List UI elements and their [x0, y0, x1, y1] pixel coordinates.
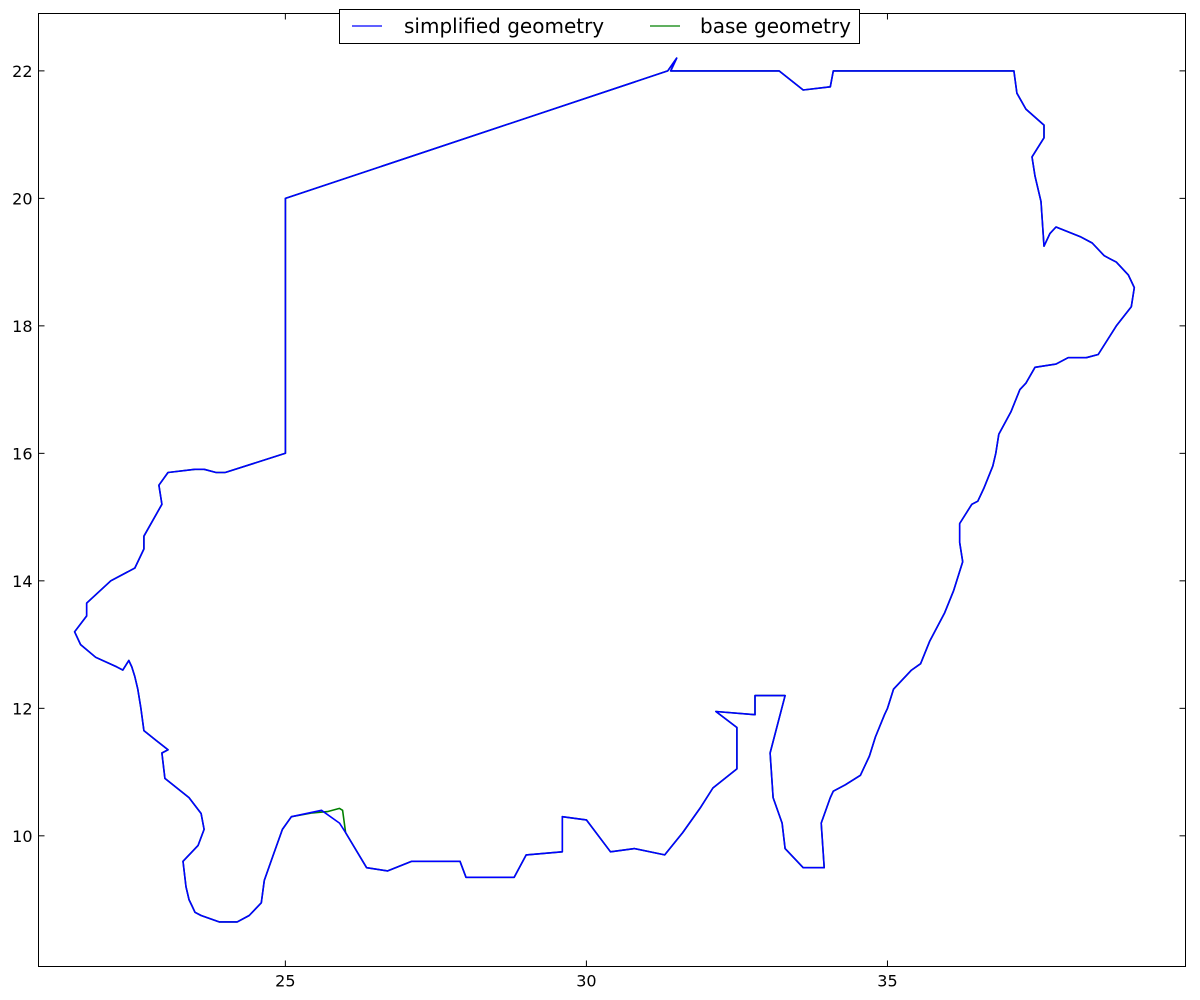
y-tick-label: 14: [12, 572, 32, 591]
legend-label-simplified: simplified geometry: [404, 14, 604, 38]
x-tick-label: 35: [877, 972, 897, 991]
y-tick-label: 22: [12, 62, 32, 81]
y-tick-label: 12: [12, 699, 32, 718]
y-tick-label: 20: [12, 189, 32, 208]
tick-layer: 25 30 35 10 12 14 16 18 20 22: [12, 13, 1186, 991]
series-line-simplified: [73, 57, 1136, 923]
legend-label-base: base geometry: [700, 14, 851, 38]
y-tick-label: 10: [12, 827, 32, 846]
x-tick-label: 25: [275, 972, 295, 991]
y-tick-label: 16: [12, 444, 32, 463]
series-layer: [73, 57, 1136, 923]
x-tick-label: 30: [576, 972, 596, 991]
y-tick-label: 18: [12, 317, 32, 336]
legend: simplified geometry base geometry: [339, 9, 860, 44]
legend-box: [339, 9, 860, 44]
